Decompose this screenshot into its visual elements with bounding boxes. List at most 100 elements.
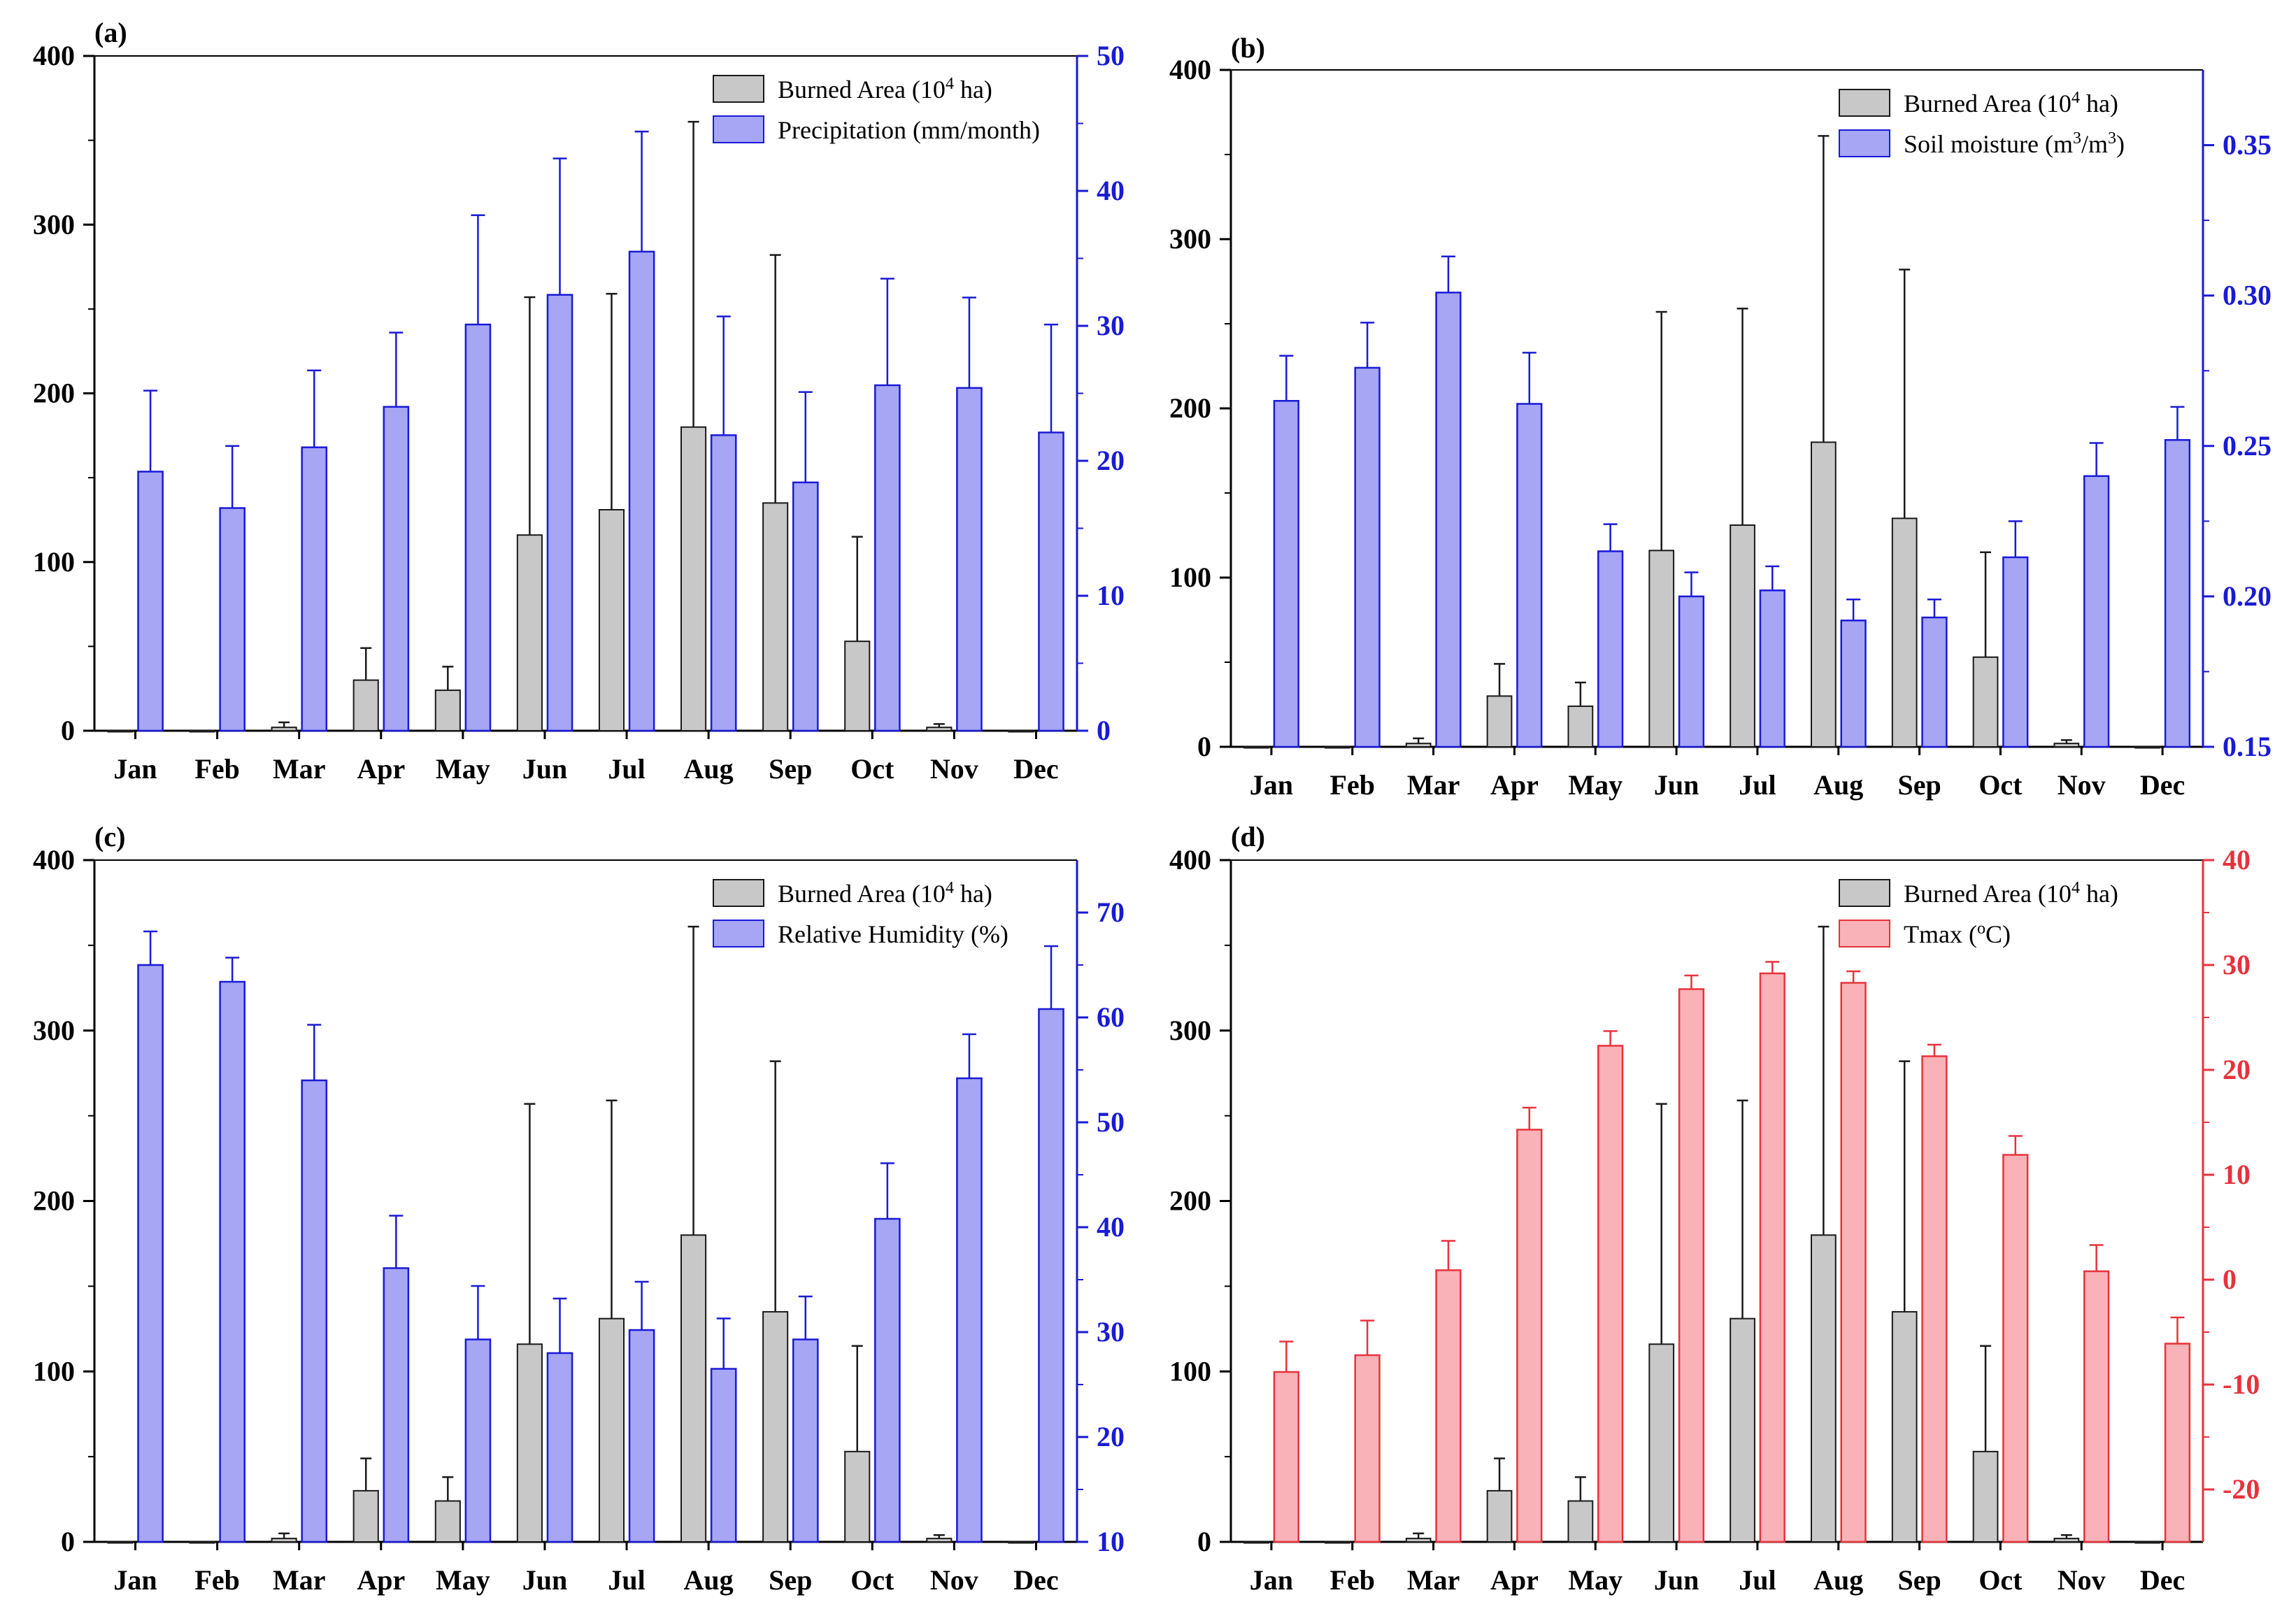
variable-bar — [874, 384, 901, 732]
burned-area-bar — [271, 1538, 297, 1543]
left-tick-label: 100 — [33, 546, 75, 578]
x-tick-label: Jul — [608, 753, 645, 785]
variable-bar — [464, 323, 492, 732]
x-tick-label: Aug — [1813, 769, 1863, 801]
x-tick-label: Dec — [2140, 769, 2185, 801]
x-tick-label: Jun — [522, 753, 568, 785]
left-tick-label: 0 — [1197, 731, 1211, 762]
burned-area-bar — [1486, 695, 1513, 748]
burned-area-bar — [352, 679, 379, 731]
legend: Burned Area (104 ha) Soil moisture (m3/m3… — [1839, 89, 2125, 158]
variable-bar — [1840, 620, 1867, 748]
burned-area-bar — [2053, 743, 2080, 748]
variable-bar — [628, 1329, 655, 1543]
x-tick-label: Feb — [1330, 769, 1375, 801]
x-tick-label: Feb — [1330, 1564, 1375, 1596]
burned-area-bar — [516, 534, 543, 732]
x-tick-label: Sep — [1897, 1564, 1941, 1596]
chart-panel-4: (d) 0 100 200 300 400 -20 -10 0 10 20 30 40 Jan Feb Mar… — [1169, 821, 2260, 1596]
variable-bar — [1354, 1354, 1381, 1543]
variable-bar — [792, 1338, 819, 1543]
x-tick-label: Sep — [769, 1564, 812, 1596]
right-tick-label: 0.25 — [2223, 430, 2272, 462]
right-tick-label: 20 — [1097, 1421, 1125, 1452]
x-tick-label: Nov — [930, 753, 978, 785]
chart-panel-3: (c) 0 100 200 300 400 10 20 30 40 50 60 70 Jan Feb Mar A… — [33, 821, 1125, 1596]
right-tick-label: -10 — [2223, 1368, 2260, 1400]
panel-label: (d) — [1231, 821, 1265, 852]
burned-area-bar — [2134, 746, 2161, 749]
variable-bar — [1273, 399, 1299, 748]
x-tick-label: Apr — [357, 753, 405, 785]
left-tick-label: 300 — [1169, 223, 1211, 255]
x-tick-label: Jun — [1654, 769, 1699, 801]
right-tick-label: 20 — [1097, 445, 1125, 476]
right-tick-label: 10 — [2223, 1159, 2251, 1190]
right-tick-label: 10 — [1097, 1526, 1125, 1557]
variable-bar — [1840, 982, 1867, 1543]
variable-bar — [219, 980, 245, 1543]
panel-label: (a) — [94, 17, 127, 48]
x-tick-label: Apr — [357, 1564, 405, 1596]
legend: Burned Area (104 ha) Tmax (oC) — [1839, 879, 2118, 948]
legend-label: Relative Humidity (%) — [778, 920, 1008, 948]
legend-label: Soil moisture (m3/m3) — [1904, 129, 2125, 158]
variable-bar — [546, 294, 573, 732]
left-tick-label: 100 — [33, 1355, 75, 1387]
right-tick-label: 60 — [1097, 1001, 1125, 1033]
x-tick-label: Mar — [273, 753, 326, 785]
burned-area-bar — [1730, 1317, 1755, 1543]
x-tick-label: Oct — [850, 753, 894, 785]
x-tick-label: Aug — [684, 753, 734, 785]
burned-area-bar — [1972, 1450, 1999, 1543]
x-tick-label: Feb — [194, 1564, 239, 1596]
burned-area-bar — [1891, 517, 1918, 748]
variable-bar — [792, 481, 819, 732]
chart-panel-2: (b) 0 100 200 300 400 0.15 0.20 0.25 0.30 0.35 Jan F… — [1169, 32, 2272, 801]
variable-bar — [383, 1267, 410, 1543]
burned-area-bar — [1405, 743, 1432, 748]
x-tick-label: Jul — [1739, 1564, 1776, 1596]
x-tick-label: Feb — [194, 753, 239, 785]
x-tick-label: Oct — [1978, 1564, 2023, 1596]
variable-bar — [383, 406, 410, 732]
variable-bar — [1516, 1129, 1543, 1543]
x-tick-label: May — [436, 1564, 490, 1596]
legend-label: Burned Area (104 ha) — [778, 75, 992, 103]
variable-bar — [628, 250, 655, 732]
left-tick-label: 200 — [33, 1185, 75, 1217]
x-tick-label: Jun — [1654, 1564, 1699, 1596]
x-tick-label: Jun — [522, 1564, 568, 1596]
x-tick-label: Dec — [1013, 1564, 1058, 1596]
variable-bar — [1921, 616, 1948, 748]
variable-bar — [1354, 366, 1381, 748]
variable-bar — [1273, 1371, 1299, 1543]
legend-swatch-burned — [1839, 89, 1890, 117]
x-tick-label: Mar — [273, 1564, 326, 1596]
burned-area-bar — [1811, 441, 1837, 748]
burned-area-bar — [107, 730, 134, 733]
right-tick-label: 40 — [1097, 175, 1125, 206]
burned-area-bar — [1243, 746, 1269, 749]
x-tick-label: May — [1568, 769, 1623, 801]
right-tick-label: 50 — [1097, 1106, 1125, 1138]
x-tick-label: Apr — [1490, 769, 1539, 801]
x-tick-label: Oct — [1978, 769, 2023, 801]
variable-bar — [1597, 1045, 1624, 1543]
x-tick-label: Apr — [1490, 1564, 1539, 1596]
variable-bar — [956, 1077, 983, 1543]
burned-area-bar — [926, 727, 953, 732]
variable-bar — [2083, 475, 2110, 748]
variable-bar — [874, 1217, 901, 1543]
right-tick-label: 0.30 — [2223, 280, 2272, 311]
left-tick-label: 300 — [1169, 1015, 1211, 1046]
right-tick-label: 0.15 — [2223, 731, 2272, 762]
variable-bar — [1759, 589, 1785, 748]
left-tick-label: 0 — [61, 1526, 75, 1557]
legend-label: Burned Area (104 ha) — [1904, 89, 2118, 117]
burned-area-bar — [1325, 746, 1350, 749]
burned-area-bar — [844, 1450, 871, 1543]
x-tick-label: Jul — [608, 1564, 645, 1596]
